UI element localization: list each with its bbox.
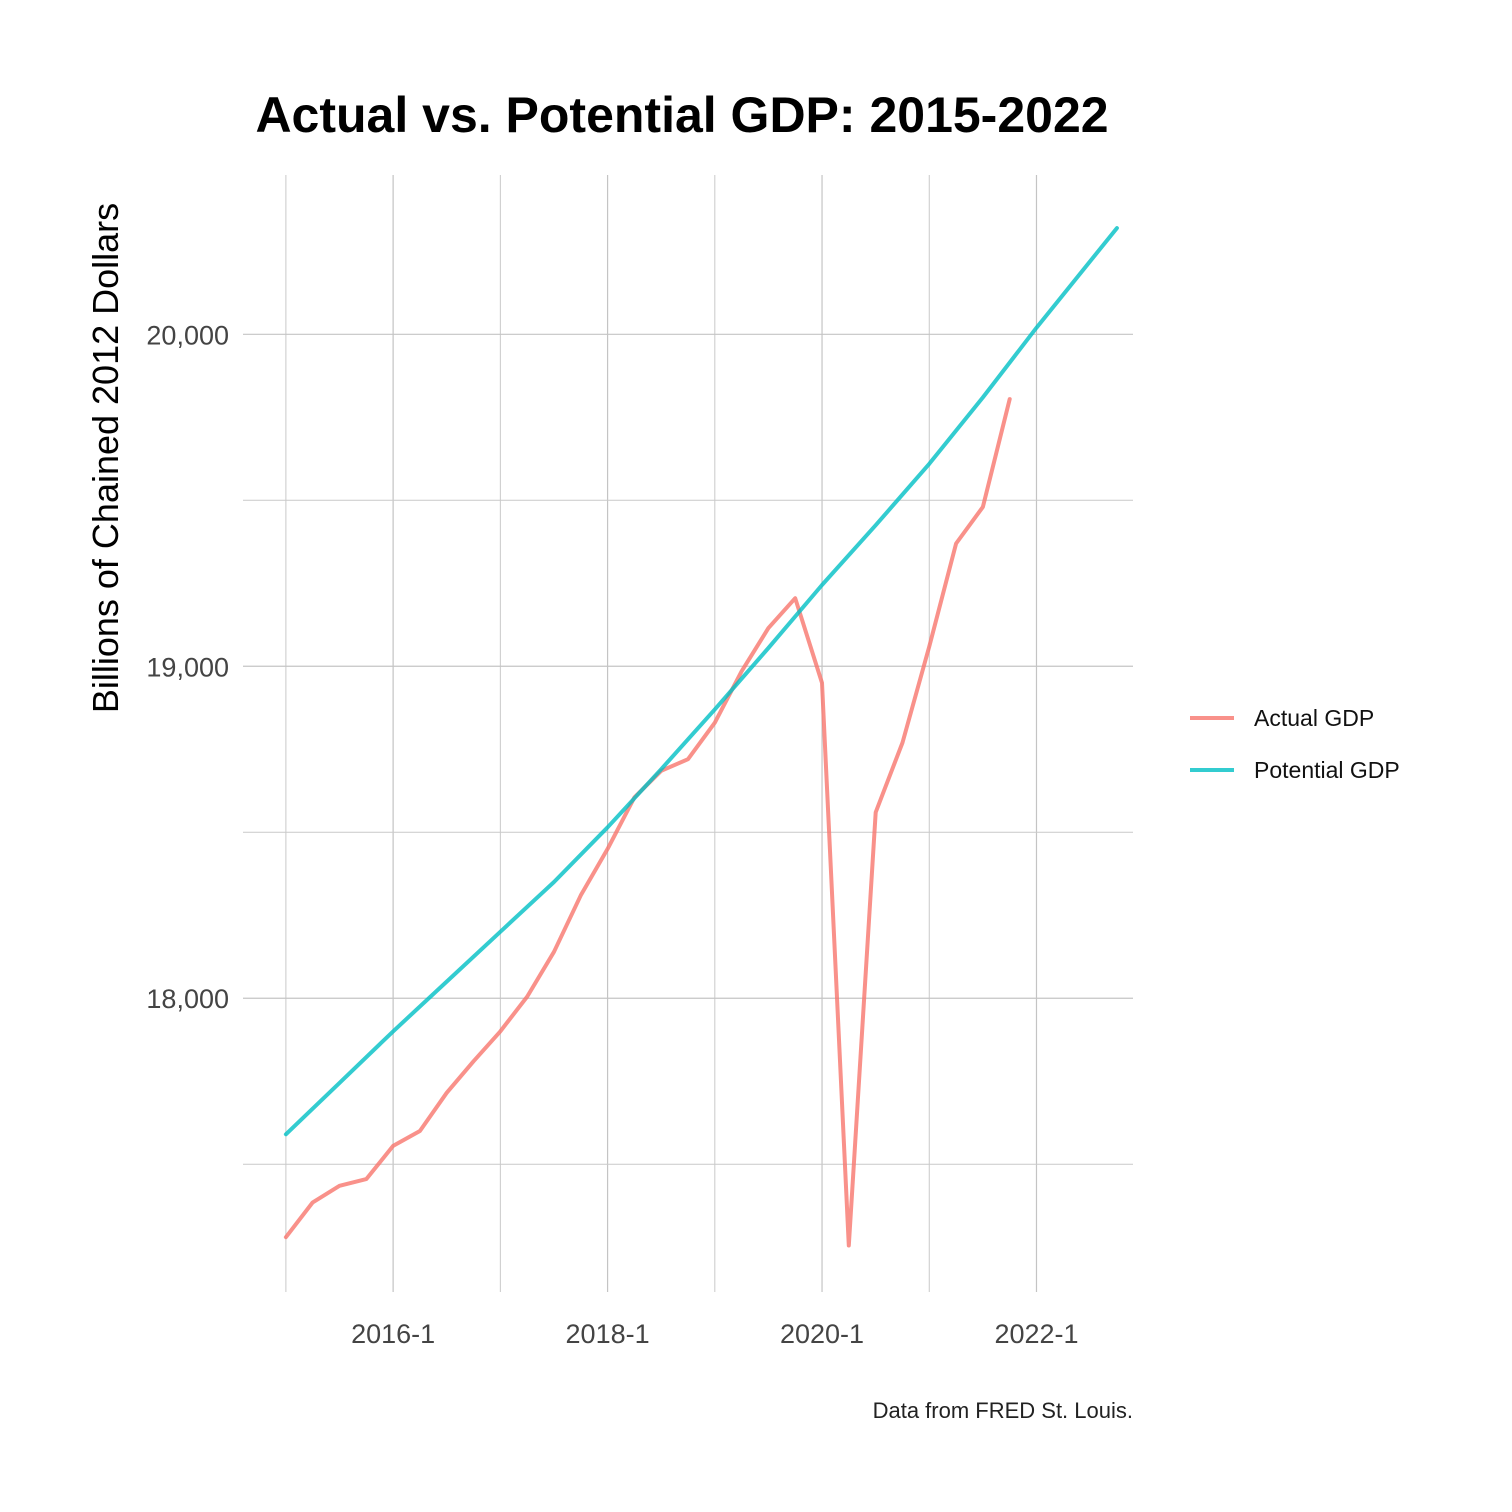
x-tick-label: 2022-1 (994, 1319, 1078, 1349)
x-tick-label: 2018-1 (566, 1319, 650, 1349)
y-tick-label: 19,000 (146, 652, 229, 682)
legend-label: Potential GDP (1254, 757, 1400, 783)
legend-label: Actual GDP (1254, 705, 1374, 731)
series-layer (283, 226, 1119, 1248)
chart-title: Actual vs. Potential GDP: 2015-2022 (255, 87, 1108, 143)
grid-layer (243, 175, 1133, 1292)
y-tick-label: 20,000 (146, 320, 229, 350)
y-tick-label: 18,000 (146, 984, 229, 1014)
y-axis-label: Billions of Chained 2012 Dollars (85, 203, 126, 713)
series-line-actual-gdp (283, 397, 1012, 1248)
chart-caption: Data from FRED St. Louis. (873, 1398, 1133, 1423)
tick-layer: 2016-1 2018-1 2020-1 2022-1 18,000 19,000 20,0… (146, 320, 1078, 1349)
legend-item-potential-gdp: Potential GDP (1190, 757, 1400, 783)
legend-item-actual-gdp: Actual GDP (1190, 705, 1374, 731)
legend: Actual GDP Potential GDP (1190, 705, 1400, 783)
x-tick-label: 2020-1 (780, 1319, 864, 1349)
x-tick-label: 2016-1 (351, 1319, 435, 1349)
series-line-potential-gdp (283, 226, 1119, 1137)
